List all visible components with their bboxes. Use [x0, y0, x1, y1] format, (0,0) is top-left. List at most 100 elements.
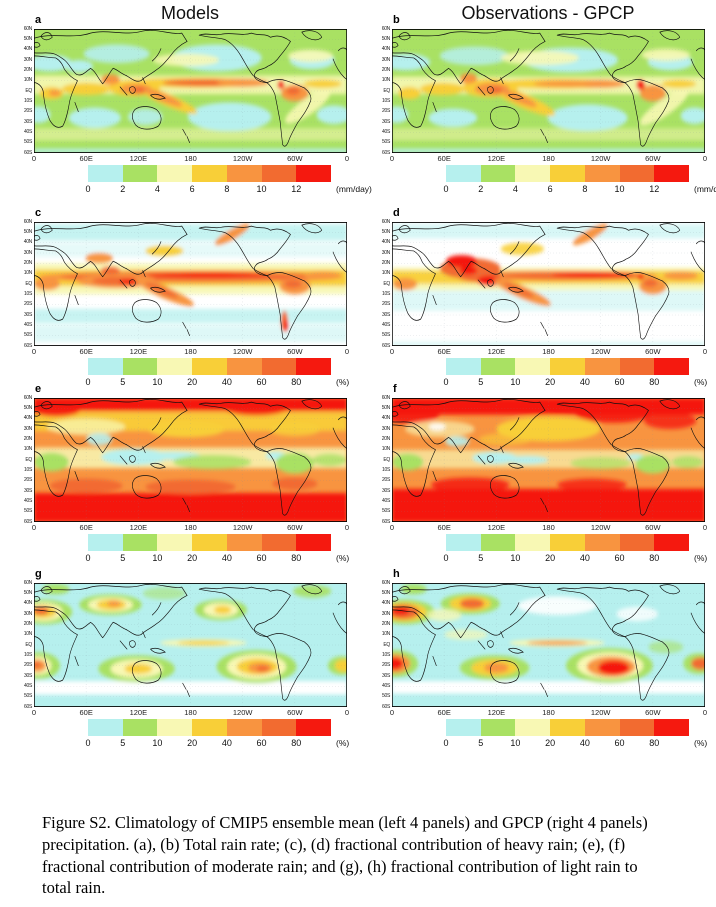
y-tick-label: 60S	[382, 149, 390, 156]
colorbar: 0 5 10 20 40 60 80 (%)	[85, 358, 349, 387]
x-tick-label: 0	[702, 708, 708, 717]
colorbar-segment	[515, 165, 551, 182]
colorbar-tick-label: 4	[512, 184, 518, 194]
y-tick-label: 60S	[24, 342, 32, 349]
y-tick-label: EQ	[25, 641, 32, 648]
colorbar-bar	[88, 358, 332, 375]
y-tick-label: 50N	[381, 589, 391, 596]
y-tick-label: 60S	[24, 149, 32, 156]
x-tick-label: 60W	[287, 347, 303, 356]
x-tick-label: 60E	[79, 154, 93, 163]
x-tick-label: 0	[389, 154, 395, 163]
x-tick-label: 0	[31, 347, 37, 356]
colorbar-segment	[192, 165, 227, 182]
y-tick-label: 10S	[24, 651, 32, 658]
colorbar-bar	[88, 165, 332, 182]
colorbar-segment	[446, 165, 481, 182]
colorbar-segment	[619, 719, 655, 736]
x-tick-label: 120E	[129, 154, 148, 163]
colorbar-tick-label: 60	[256, 738, 267, 748]
colorbar-tick-label: 0	[443, 377, 449, 387]
map-canvas	[34, 583, 347, 707]
x-tick-label: 60E	[79, 708, 93, 717]
y-tick-label: 50S	[24, 693, 32, 700]
colorbar-segment	[515, 358, 551, 375]
colorbar-tick-label: 80	[291, 553, 302, 563]
y-tick-label: 10S	[24, 97, 32, 104]
x-tick-label: 60E	[79, 523, 93, 532]
colorbar-tick-label: 5	[120, 553, 126, 563]
y-tick-label: 40S	[382, 497, 390, 504]
colorbar-tick-label: 5	[120, 377, 126, 387]
colorbar-tick-label: 0	[85, 184, 91, 194]
x-tick-label: 60W	[645, 523, 661, 532]
colorbar-tick-label: 60	[256, 553, 267, 563]
x-tick-label: 0	[344, 708, 350, 717]
x-tick-label: 120W	[232, 154, 253, 163]
colorbar-segment	[88, 358, 123, 375]
x-tick-label: 120W	[590, 154, 611, 163]
colorbar-tick-label: 80	[649, 377, 660, 387]
colorbar-tick-label: 20	[187, 553, 198, 563]
panel-letter: c	[35, 207, 42, 219]
x-tick-label: 0	[389, 347, 395, 356]
colorbar-tick-label: 80	[649, 738, 660, 748]
panel-letter: a	[35, 14, 42, 26]
colorbar-segment	[619, 358, 655, 375]
x-tick-label: 180	[184, 154, 197, 163]
x-tick-label: 120E	[129, 708, 148, 717]
colorbar-segment	[480, 165, 516, 182]
colorbar-tick-label: 10	[510, 553, 521, 563]
y-tick-label: 60N	[23, 218, 33, 225]
x-axis-labels: 0 60E 120E 180 120W 60W 0	[390, 708, 708, 718]
y-tick-label: 30N	[23, 610, 33, 617]
y-axis-labels: 60N 50N 40N 30N 20N 10N EQ 10S 20S 30S 40S 50S 60S	[376, 580, 391, 709]
map-svg	[392, 583, 705, 707]
colorbar-tick-label: 20	[187, 377, 198, 387]
y-tick-label: 30S	[24, 487, 32, 494]
colorbar-tick-label: 5	[120, 738, 126, 748]
y-tick-label: 40S	[382, 682, 390, 689]
x-axis-labels: 0 60E 120E 180 120W 60W 0	[390, 523, 708, 533]
colorbar-tick-label: 10	[510, 738, 521, 748]
x-tick-label: 120W	[232, 347, 253, 356]
colorbar-tick-label: 20	[187, 738, 198, 748]
x-tick-label: 120E	[487, 708, 506, 717]
colorbar-tick-label: 40	[579, 377, 590, 387]
x-axis-labels: 0 60E 120E 180 120W 60W 0	[32, 154, 350, 164]
x-tick-label: 180	[184, 523, 197, 532]
colorbar-tick-label: 20	[545, 553, 556, 563]
colorbar-tick-label: 10	[152, 738, 163, 748]
y-tick-label: 50S	[24, 139, 32, 146]
x-tick-label: 0	[344, 154, 350, 163]
colorbar-tick-label: 80	[291, 377, 302, 387]
y-axis-labels: 60N 50N 40N 30N 20N 10N EQ 10S 20S 30S 40S 50S 60S	[18, 395, 33, 524]
y-tick-label: 50N	[23, 589, 33, 596]
x-tick-label: 0	[702, 154, 708, 163]
map-svg	[34, 398, 347, 522]
x-tick-label: 60E	[437, 154, 451, 163]
y-tick-label: 30S	[24, 311, 32, 318]
colorbar-segment	[480, 358, 516, 375]
panel-e: e 60N 50N 40N 30N 20N 10N EQ 10S 20S 30S 40S 50S 60S…	[14, 383, 370, 575]
x-tick-label: 0	[702, 523, 708, 532]
panel-letter: d	[393, 207, 400, 219]
y-tick-label: EQ	[383, 87, 390, 94]
y-tick-label: 30N	[23, 425, 33, 432]
x-tick-label: 180	[184, 708, 197, 717]
y-tick-label: 10N	[381, 631, 391, 638]
y-tick-label: 10N	[23, 446, 33, 453]
map-canvas	[34, 398, 347, 522]
colorbar-tick-label: 60	[614, 738, 625, 748]
x-tick-label: 180	[542, 523, 555, 532]
colorbar-tick-label: 20	[545, 377, 556, 387]
y-tick-label: 20N	[23, 66, 33, 73]
x-tick-label: 120W	[590, 708, 611, 717]
colorbar-segment	[261, 534, 297, 551]
y-tick-label: 50N	[23, 404, 33, 411]
x-axis-labels: 0 60E 120E 180 120W 60W 0	[389, 154, 708, 164]
y-tick-label: EQ	[383, 641, 390, 648]
colorbar-tick-label: 0	[443, 184, 449, 194]
y-tick-label: 60N	[381, 25, 391, 32]
colorbar-tick-label: 0	[85, 377, 91, 387]
